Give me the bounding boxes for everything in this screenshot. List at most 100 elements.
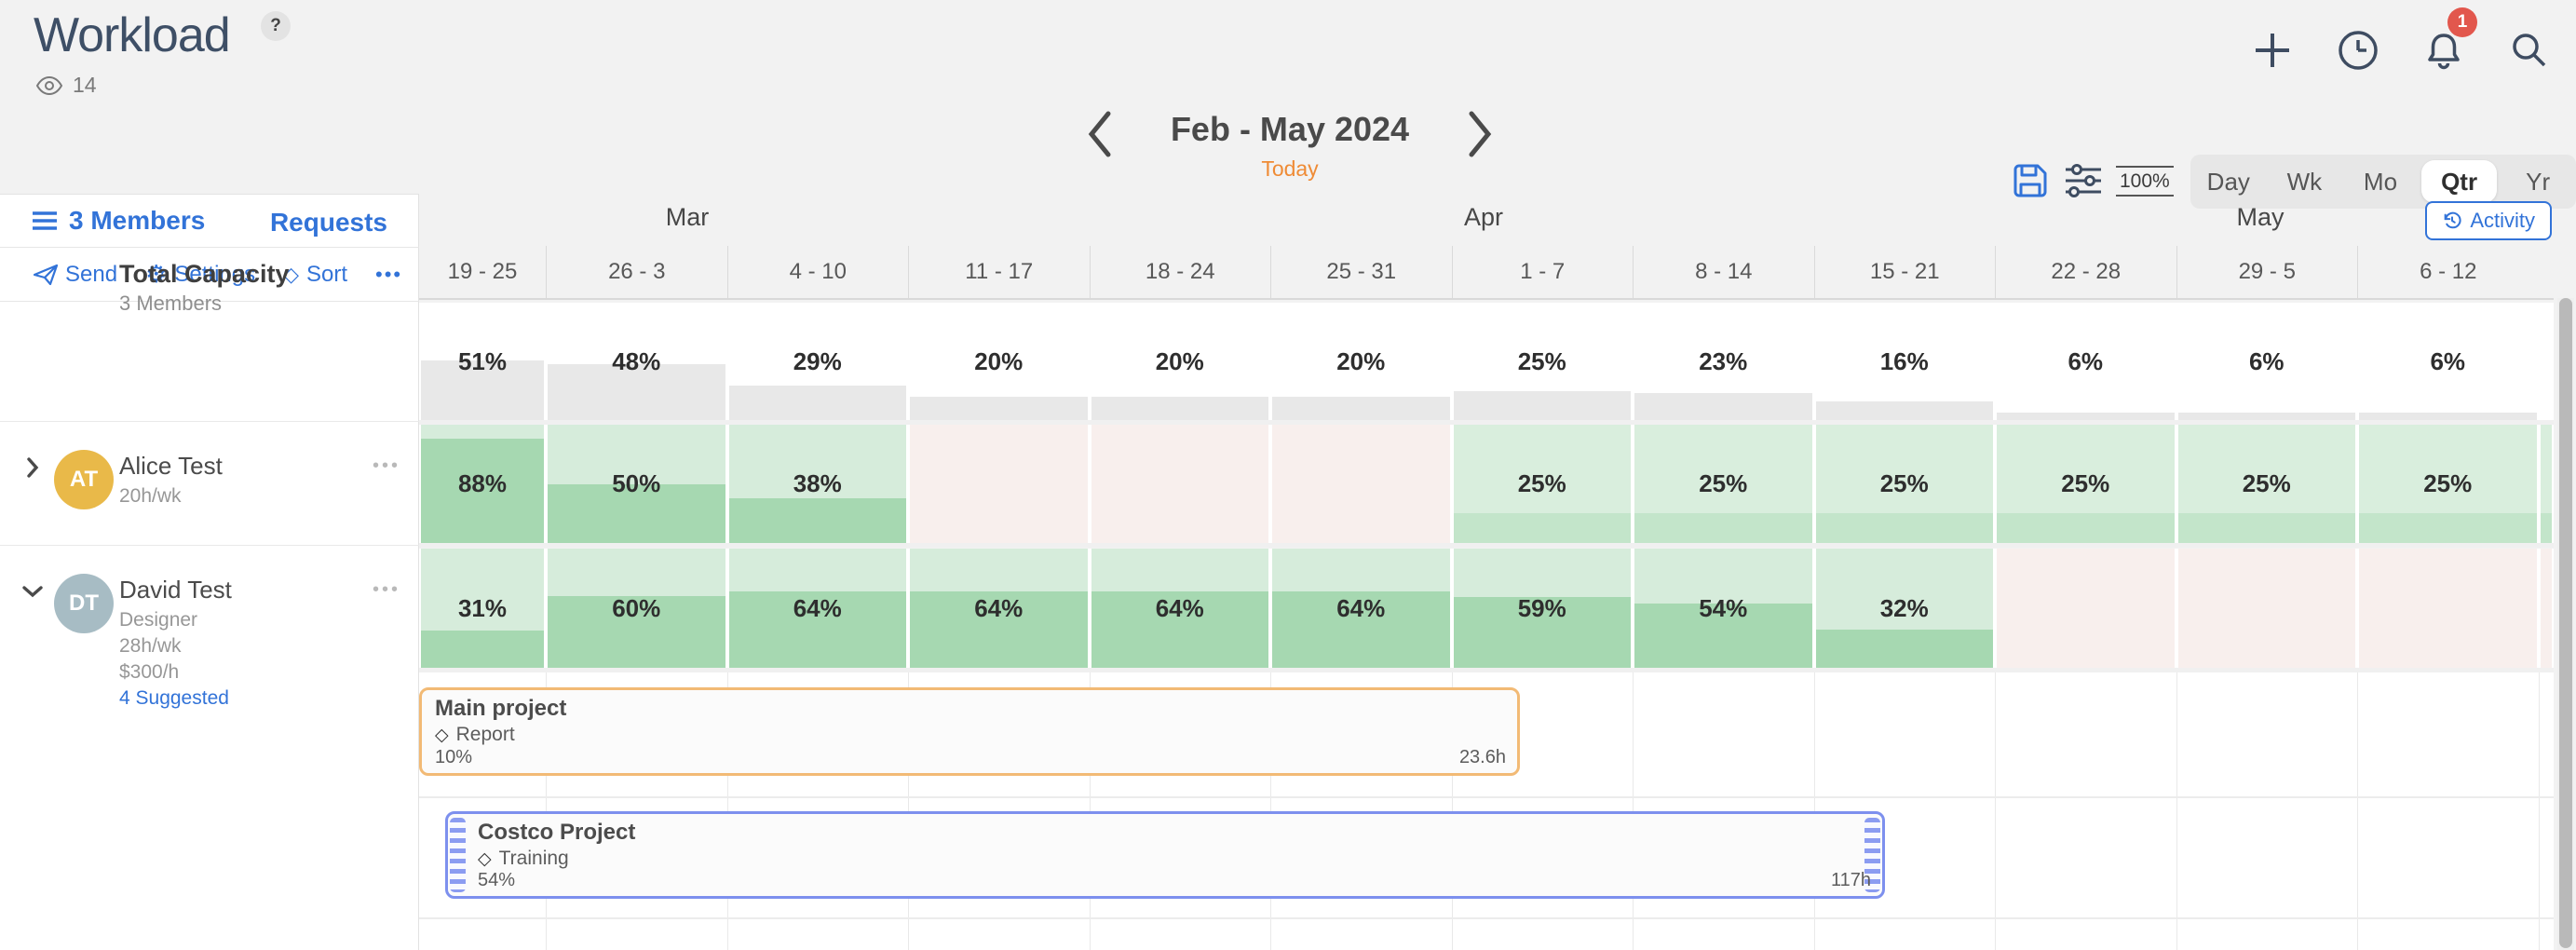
add-icon[interactable]: [2250, 28, 2295, 73]
sidebar-actions-row: Send ⚙ Settings ◇ Sort •••: [0, 248, 419, 302]
capacity-cell[interactable]: 38%: [728, 425, 906, 543]
resize-handle-right[interactable]: [1864, 818, 1880, 892]
capacity-cell[interactable]: 51%: [421, 303, 544, 420]
booking-costco-project[interactable]: Costco Project ◇ Training 54% 117h: [445, 811, 1885, 899]
booking-main-project[interactable]: Main project ◇ Report 10% 23.6h: [419, 687, 1520, 776]
capacity-cell[interactable]: 60%: [548, 549, 725, 668]
display-settings-icon[interactable]: [2062, 160, 2105, 201]
capacity-cell[interactable]: 50%: [548, 425, 725, 543]
prev-period-button[interactable]: [1082, 108, 1116, 160]
capacity-cell[interactable]: 88%: [421, 425, 544, 543]
capacity-cell[interactable]: 31%: [421, 549, 544, 668]
capacity-cell[interactable]: [2359, 549, 2537, 668]
capacity-cell[interactable]: 64%: [1091, 549, 1268, 668]
avatar[interactable]: DT: [54, 574, 114, 633]
scale-option-qtr[interactable]: Qtr: [2420, 160, 2498, 203]
scale-option-mo[interactable]: Mo: [2363, 168, 2398, 196]
scale-option-yr[interactable]: Yr: [2526, 168, 2551, 196]
capacity-cell[interactable]: 32%: [1815, 549, 1993, 668]
grid-line: [1995, 672, 1996, 950]
capacity-cell[interactable]: 64%: [1272, 549, 1450, 668]
member-details: Designer 28h/wk $300/h 4 Suggested: [119, 607, 229, 712]
capacity-fill: [548, 483, 725, 543]
next-period-button[interactable]: [1464, 108, 1498, 160]
capacity-cell[interactable]: 6%: [2177, 303, 2355, 420]
chevron-down-icon[interactable]: [20, 579, 45, 604]
capacity-fill: [1815, 513, 1993, 543]
capacity-cell[interactable]: 16%: [1815, 303, 1993, 420]
member-more-button[interactable]: •••: [373, 579, 401, 600]
help-icon[interactable]: ?: [261, 11, 291, 41]
capacity-cell[interactable]: 20%: [1272, 303, 1450, 420]
capacity-cell[interactable]: 25%: [1815, 425, 1993, 543]
capacity-cell[interactable]: 23%: [1634, 303, 1812, 420]
member-detail-line: $300/h: [119, 661, 180, 683]
resize-handle-left[interactable]: [450, 818, 466, 892]
member-name[interactable]: Alice Test: [119, 452, 223, 480]
requests-link[interactable]: Requests: [269, 208, 387, 237]
capacity-cell[interactable]: 29%: [728, 303, 906, 420]
booking-project-name: Main project: [435, 696, 567, 721]
capacity-cell[interactable]: [2177, 549, 2355, 668]
capacity-cell[interactable]: [1272, 425, 1450, 543]
zoom-level[interactable]: 100%: [2116, 166, 2174, 197]
settings-button[interactable]: ⚙ Settings: [145, 260, 255, 289]
booking-hours: 23.6h: [1458, 747, 1506, 767]
capacity-cell[interactable]: 20%: [1091, 303, 1268, 420]
scale-option-wk[interactable]: Wk: [2286, 168, 2323, 196]
capacity-cell[interactable]: 48%: [548, 303, 725, 420]
sidebar: 3 Members Requests Send ⚙ Settings ◇ Sor…: [0, 194, 419, 950]
capacity-cell[interactable]: 25%: [1453, 303, 1631, 420]
capacity-cell[interactable]: [910, 425, 1088, 543]
month-label: Mar: [665, 203, 710, 231]
notifications-icon[interactable]: [2421, 28, 2466, 73]
scale-option-day[interactable]: Day: [2206, 168, 2250, 196]
capacity-cell[interactable]: 54%: [1634, 549, 1812, 668]
capacity-cell[interactable]: 6%: [2359, 303, 2537, 420]
members-toggle[interactable]: 3 Members: [32, 206, 205, 236]
capacity-cell[interactable]: 25%: [1997, 425, 2175, 543]
capacity-cell[interactable]: 25%: [2359, 425, 2537, 543]
grid-line: [2357, 672, 2358, 950]
save-view-icon[interactable]: [2010, 160, 2051, 201]
capacity-percent-label: 54%: [1699, 593, 1748, 622]
activity-button[interactable]: Activity: [2425, 201, 2552, 240]
week-header-cell: 1 - 7: [1451, 246, 1634, 298]
vertical-scrollbar[interactable]: [2557, 298, 2574, 950]
time-tracking-icon[interactable]: [2336, 28, 2380, 73]
send-button[interactable]: Send: [34, 262, 117, 288]
capacity-cell[interactable]: 25%: [2177, 425, 2355, 543]
capacity-cell[interactable]: [1091, 425, 1268, 543]
capacity-cell[interactable]: [2540, 303, 2552, 420]
capacity-cell[interactable]: 20%: [910, 303, 1088, 420]
capacity-cell[interactable]: 25%: [1453, 425, 1631, 543]
week-header-cell: 15 - 21: [1813, 246, 1996, 298]
capacity-cell[interactable]: 25%: [1634, 425, 1812, 543]
capacity-cell[interactable]: [2540, 549, 2552, 668]
capacity-percent-label: 16%: [1879, 346, 1929, 375]
scrollbar-thumb[interactable]: [2559, 298, 2572, 948]
sidebar-separator: [0, 545, 419, 546]
search-icon[interactable]: [2507, 28, 2552, 73]
sort-button[interactable]: ◇ Sort: [283, 262, 347, 288]
capacity-cell[interactable]: 64%: [910, 549, 1088, 668]
page-title: Workload: [34, 8, 231, 62]
total-capacity-title: Total Capacity: [119, 260, 290, 288]
capacity-cell[interactable]: 59%: [1453, 549, 1631, 668]
member-name[interactable]: David Test: [119, 576, 232, 604]
capacity-percent-label: 25%: [1879, 469, 1929, 497]
hamburger-icon: [32, 210, 58, 231]
chevron-right-icon[interactable]: [20, 455, 45, 480]
suggested-link[interactable]: 4 Suggested: [119, 687, 229, 709]
sort-diamond-icon: ◇: [283, 262, 300, 286]
capacity-cell[interactable]: [2540, 425, 2552, 543]
capacity-cell[interactable]: [1997, 549, 2175, 668]
capacity-cell[interactable]: 64%: [728, 549, 906, 668]
avatar[interactable]: AT: [54, 450, 114, 509]
capacity-fill: [548, 596, 725, 668]
sidebar-more-button[interactable]: •••: [375, 262, 403, 286]
today-button[interactable]: Today: [1261, 156, 1319, 181]
capacity-percent-label: 25%: [2242, 469, 2291, 497]
member-more-button[interactable]: •••: [373, 455, 401, 476]
capacity-cell[interactable]: 6%: [1997, 303, 2175, 420]
